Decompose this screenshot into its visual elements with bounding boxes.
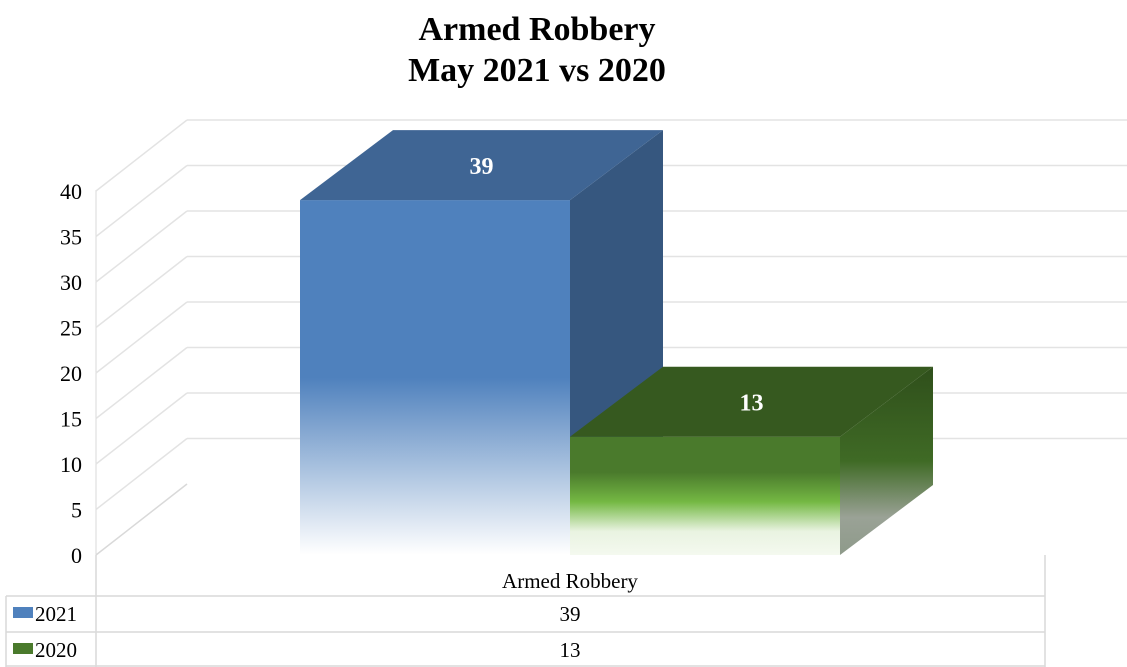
gridline-diagonal — [95, 392, 188, 465]
gridline-diagonal — [95, 437, 188, 511]
bar-top-2020 — [570, 366, 933, 437]
data-label-2020: 13 — [740, 391, 764, 417]
chart-title: Armed Robbery — [418, 11, 655, 48]
y-tick-labels: 0 5 10 15 20 25 30 35 40 — [60, 179, 82, 568]
table-value-2020: 13 — [560, 638, 581, 662]
gridline-diagonal — [95, 301, 188, 374]
y-tick-label: 35 — [60, 225, 82, 250]
data-label-2021: 39 — [470, 154, 494, 180]
bars: 39 13 — [300, 130, 933, 555]
y-tick-label: 25 — [60, 316, 82, 341]
gridline-diagonal — [95, 119, 188, 192]
table-value-2021: 39 — [560, 602, 581, 626]
y-tick-label: 0 — [71, 543, 82, 568]
y-tick-label: 15 — [60, 407, 82, 432]
y-tick-label: 10 — [60, 452, 82, 477]
legend-key-2020 — [13, 643, 33, 654]
y-tick-label: 40 — [60, 179, 82, 204]
bar-2021 — [300, 200, 570, 555]
category-label: Armed Robbery — [502, 569, 638, 593]
legend-label-2020: 2020 — [35, 638, 77, 662]
bar-2020 — [570, 436, 840, 555]
y-tick-label: 20 — [60, 361, 82, 386]
gridline-diagonal — [95, 255, 188, 329]
bar-top-2021 — [300, 130, 663, 201]
y-tick-label: 30 — [60, 270, 82, 295]
gridline-diagonal — [95, 210, 188, 283]
bar-side-2020 — [840, 366, 933, 555]
data-table: Armed Robbery 2021 39 2020 13 — [5, 555, 1046, 667]
chart-subtitle: May 2021 vs 2020 — [408, 52, 666, 89]
gridline-diagonal — [95, 164, 188, 238]
y-tick-label: 5 — [71, 498, 82, 523]
legend-key-2021 — [13, 607, 33, 618]
gridline-diagonal — [95, 346, 188, 420]
floor-depth-line — [95, 483, 188, 556]
legend-label-2021: 2021 — [35, 602, 77, 626]
